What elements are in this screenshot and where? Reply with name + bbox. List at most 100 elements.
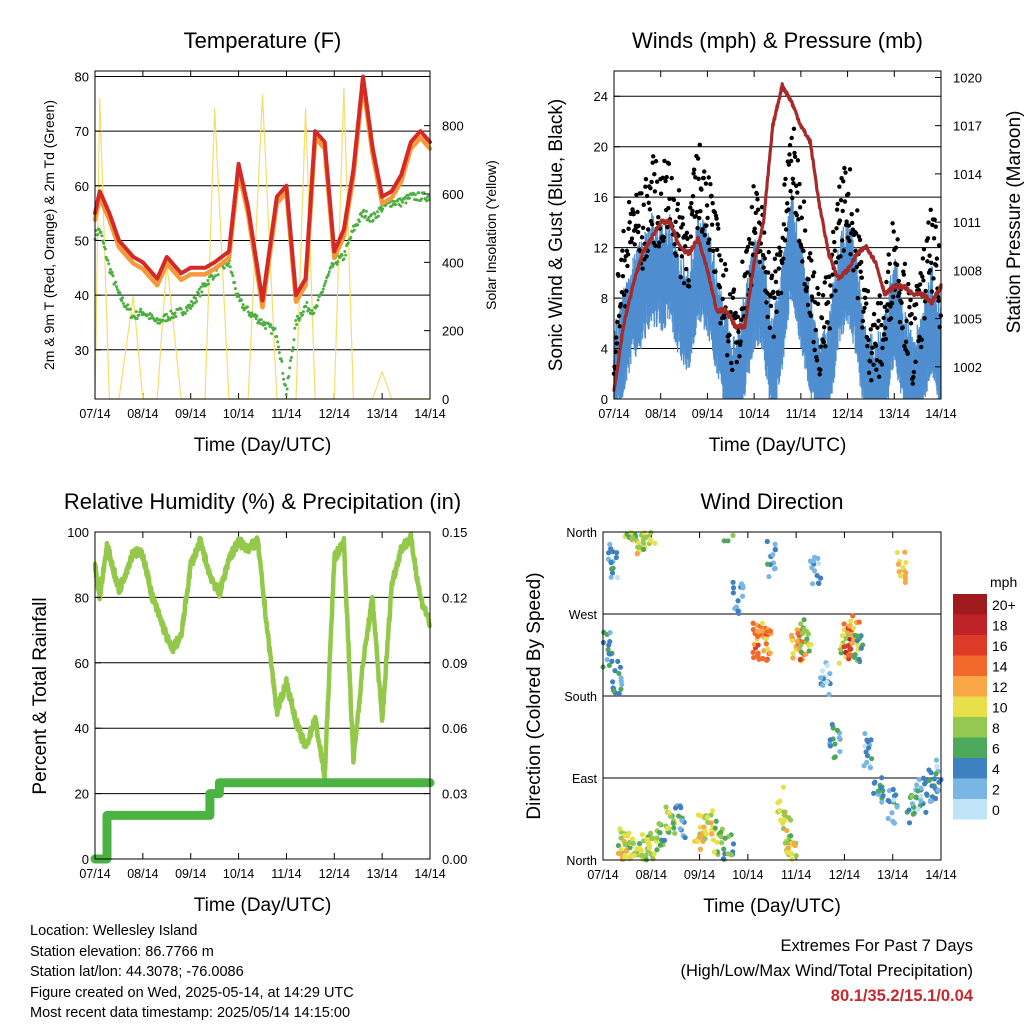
gust-point (816, 291, 821, 297)
dir-xtick-label: 09/14 (684, 868, 715, 882)
dewpoint-point (417, 191, 421, 195)
gust-point (779, 260, 785, 266)
direction-point (631, 853, 638, 859)
gust-point (931, 236, 937, 241)
dewpoint-point (379, 205, 383, 209)
direction-point (791, 840, 797, 846)
gust-point (690, 208, 695, 214)
gust-point (841, 248, 847, 253)
dir-xtick-label: 10/14 (732, 868, 763, 882)
gust-point (860, 325, 865, 330)
direction-point (764, 561, 771, 567)
direction-point (898, 573, 904, 579)
dewpoint-point (206, 278, 210, 282)
direction-point (864, 753, 871, 759)
gust-point (661, 234, 667, 240)
dewpoint-point (194, 296, 198, 300)
direction-point (780, 820, 786, 826)
dewpoint-point (239, 298, 243, 302)
dewpoint-point (102, 241, 106, 245)
dewpoint-point (121, 296, 125, 300)
dewpoint-point (241, 303, 245, 307)
gust-point (844, 219, 849, 224)
gust-point (912, 316, 918, 321)
direction-point (606, 662, 612, 669)
temp-xtick-label: 14/14 (414, 407, 445, 421)
gust-point (820, 293, 826, 298)
gust-point (838, 254, 843, 259)
gust-point (703, 181, 709, 186)
gust-point (830, 272, 835, 277)
gust-point (791, 126, 797, 132)
gust-point (936, 298, 941, 303)
wind-ytick-label-r: 1002 (953, 360, 982, 375)
direction-point (647, 536, 653, 543)
gust-point (658, 191, 664, 196)
legend-label: 2 (992, 782, 1000, 798)
gust-point (702, 169, 707, 174)
direction-point (641, 546, 647, 552)
rh-ytick-label-r: 0.15 (442, 525, 467, 540)
gust-point (867, 359, 873, 364)
gust-point (925, 236, 931, 241)
gust-point (815, 301, 821, 307)
gust-point (933, 224, 938, 229)
gust-point (934, 263, 939, 268)
gust-point (818, 344, 824, 349)
direction-point (610, 687, 617, 694)
gust-point (695, 226, 700, 231)
direction-point (909, 794, 915, 800)
gust-point (853, 231, 859, 236)
gust-point (730, 367, 735, 373)
direction-point (629, 836, 636, 842)
legend-swatch (953, 717, 987, 738)
gust-point (825, 300, 831, 305)
gust-point (660, 175, 665, 181)
direction-point (679, 818, 685, 824)
direction-point (766, 573, 772, 580)
gust-point (778, 290, 784, 296)
dir-xtick-label: 12/14 (829, 868, 860, 882)
gust-point (696, 176, 701, 182)
gust-point (671, 197, 677, 203)
gust-point (787, 142, 793, 148)
gust-point (686, 284, 692, 289)
gust-point (774, 309, 779, 314)
dewpoint-point (150, 313, 154, 317)
direction-point (933, 757, 940, 763)
gust-point (814, 358, 820, 363)
dewpoint-point (282, 377, 286, 381)
direction-point (607, 638, 613, 645)
dir-xtick-label: 11/14 (781, 868, 811, 882)
direction-point (895, 561, 902, 567)
direction-point (604, 657, 610, 663)
dewpoint-point (188, 303, 192, 307)
gust-point (931, 276, 936, 281)
temp-ytick-label-r: 200 (442, 324, 464, 339)
gust-point (917, 282, 923, 287)
humidity-line (92, 531, 432, 781)
direction-point (809, 581, 816, 587)
gust-point (817, 372, 822, 377)
direction-point (605, 646, 611, 653)
direction-point (784, 827, 790, 834)
direction-point (755, 633, 761, 640)
dewpoint-point (331, 264, 335, 268)
gust-point (797, 205, 803, 210)
dewpoint-point (222, 266, 226, 270)
gust-point (657, 240, 662, 245)
direction-point (637, 544, 643, 550)
direction-point (750, 649, 756, 655)
wind-xtick-label: 10/14 (739, 407, 770, 421)
info-created: Figure created on Wed, 2025-05-14, at 14… (30, 984, 354, 1001)
legend-swatch (953, 594, 987, 615)
legend-label: 4 (992, 761, 1000, 777)
direction-point (799, 630, 806, 637)
gust-point (929, 289, 935, 294)
direction-point (765, 646, 771, 652)
direction-point (914, 782, 920, 788)
gust-point (759, 204, 765, 210)
gust-point (753, 230, 758, 236)
direction-point (709, 831, 715, 837)
direction-point (818, 575, 824, 581)
